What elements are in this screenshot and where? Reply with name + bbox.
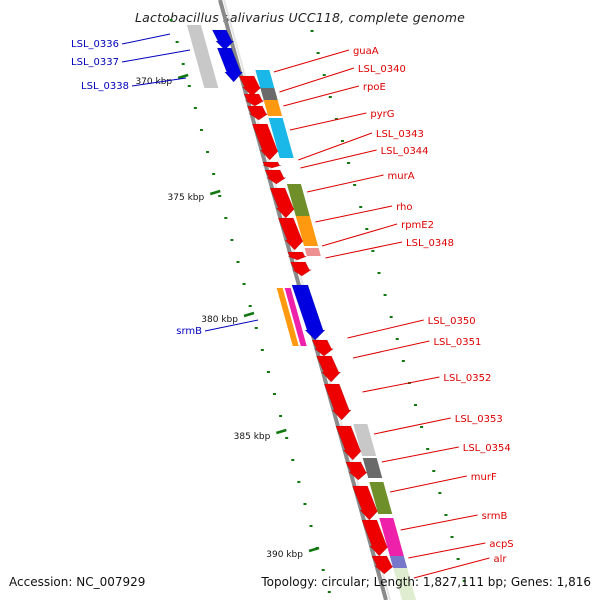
gene-arrow (345, 461, 369, 481)
gene-arrow (323, 383, 352, 421)
leader-line (321, 223, 398, 247)
gene-arrow (262, 161, 282, 169)
ruler-label: 375 kbp (168, 193, 205, 203)
gene-label-forward: LSL_0344 (381, 146, 429, 157)
gene-label-forward: pyrG (370, 109, 394, 120)
gene-arrow (251, 123, 280, 161)
leader-line (362, 376, 440, 393)
cog-bar (260, 88, 278, 100)
gene-arrow (216, 47, 244, 83)
gene-arrow (246, 105, 270, 121)
leader-line (373, 417, 451, 435)
cog-bar (255, 70, 275, 88)
accession-text: Accession: NC_007929 (9, 575, 146, 589)
gene-label-reverse: srmB (176, 326, 202, 337)
gene-label-forward: srmB (482, 511, 508, 522)
leader-line (307, 174, 384, 193)
map-title: Lactobacillus salivarius UCC118, complet… (135, 10, 465, 25)
gene-arrow (264, 169, 287, 185)
ruler-tick (243, 311, 255, 318)
gene-label-forward: rpoE (363, 82, 386, 93)
ruler-tick (308, 546, 320, 553)
gene-arrow (352, 485, 380, 521)
leader-line (131, 77, 187, 87)
gene-arrow (243, 93, 266, 107)
leader-line (121, 49, 191, 63)
cog-bar (389, 556, 408, 568)
topology-stats: Topology: circular; Length: 1,827,111 bp… (261, 575, 591, 589)
gene-label-reverse: LSL_0337 (71, 57, 119, 68)
leader-line (347, 319, 424, 339)
leader-line (408, 542, 486, 559)
gene-label-forward: rho (396, 202, 412, 213)
ruler-label: 380 kbp (201, 315, 238, 325)
cog-bar (353, 424, 377, 456)
gene-label-forward: rpmE2 (401, 220, 434, 231)
gene-label-forward: LSL_0343 (376, 129, 424, 140)
cog-bar (304, 248, 321, 256)
gene-label-forward: LSL_0340 (358, 64, 406, 75)
gene-arrow (277, 217, 305, 251)
leader-line (289, 112, 367, 131)
leader-line (279, 67, 355, 93)
gene-arrow (361, 519, 390, 557)
gene-label-forward: LSL_0351 (433, 337, 481, 348)
cog-bar (263, 100, 283, 116)
gene-arrow (238, 75, 263, 97)
leader-line (400, 514, 478, 531)
leader-line (273, 49, 350, 73)
gene-label-forward: LSL_0350 (428, 316, 476, 327)
gene-label-reverse: LSL_0336 (71, 39, 119, 50)
cog-bar (379, 518, 404, 556)
cog-bar-orange (276, 288, 299, 346)
gene-label-forward: LSL_0352 (443, 373, 491, 384)
gene-arrow (211, 29, 235, 51)
cog-bar (369, 482, 393, 514)
leader-line (390, 475, 467, 493)
gene-label-forward: acpS (489, 539, 513, 550)
ruler-tick (275, 428, 287, 435)
leader-line (413, 557, 490, 579)
gene-arrow (335, 425, 363, 461)
cog-bar (393, 568, 416, 600)
gene-label-forward: LSL_0348 (406, 238, 454, 249)
ruler-label: 390 kbp (266, 550, 303, 560)
gene-label-forward: LSL_0354 (463, 443, 511, 454)
leader-line (300, 149, 377, 169)
ruler-label: 370 kbp (135, 77, 172, 87)
leader-line (283, 85, 360, 107)
gene-label-forward: murA (388, 171, 415, 182)
cog-bar-magenta (284, 288, 307, 346)
ruler-tick (209, 189, 221, 196)
gene-arrow (291, 284, 326, 341)
cog-bar (286, 184, 310, 216)
gene-label-forward: LSL_0353 (455, 414, 503, 425)
cog-bar (295, 216, 319, 246)
ruler-tick (177, 73, 189, 80)
cog-bar (362, 458, 383, 478)
gene-label-reverse: LSL_0338 (81, 81, 129, 92)
gene-arrow (269, 187, 297, 219)
gene-label-forward: murF (471, 472, 497, 483)
leader-line (121, 33, 171, 45)
leader-line (352, 340, 430, 359)
ruler-label: 385 kbp (234, 432, 271, 442)
leader-line (381, 446, 459, 463)
gene-label-forward: guaA (353, 46, 379, 57)
gene-arrow (289, 261, 313, 277)
cog-bar-gray (186, 25, 219, 88)
gene-arrow (316, 355, 342, 383)
leader-line (325, 241, 403, 259)
cog-bar (268, 118, 294, 158)
gene-arrow (287, 251, 308, 261)
gene-label-forward: alr (493, 554, 507, 565)
gene-arrow (371, 555, 395, 575)
gene-arrow (311, 339, 335, 357)
leader-line (315, 205, 393, 223)
leader-line (298, 132, 373, 161)
leader-line (204, 319, 259, 332)
